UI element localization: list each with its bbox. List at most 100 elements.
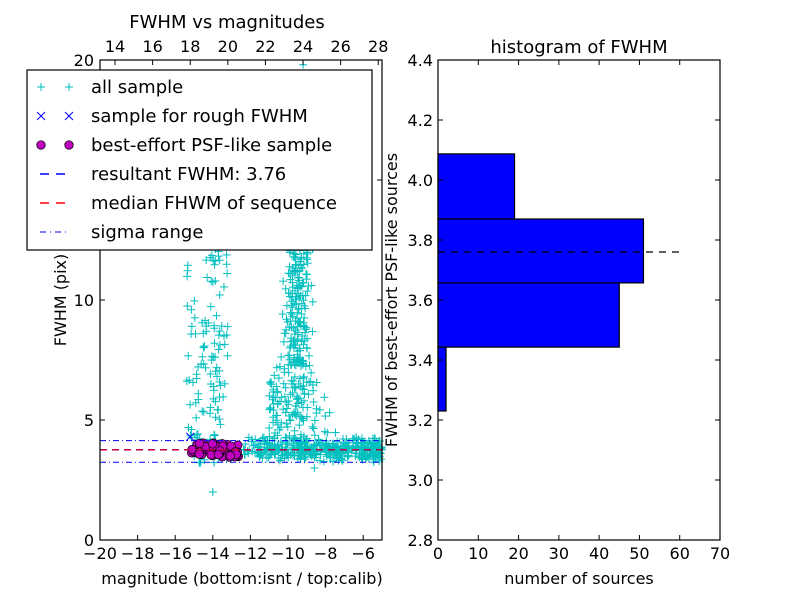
all-sample-point <box>303 403 312 412</box>
all-sample-point <box>287 297 296 306</box>
legend: all sample sample for rough FWHM best-ef… <box>26 69 373 251</box>
all-sample-point <box>308 422 317 431</box>
psf-sample-point <box>225 451 235 461</box>
all-sample-point <box>222 250 231 259</box>
all-sample-point <box>206 302 215 311</box>
top-tick-label: 16 <box>142 37 162 56</box>
all-sample-point <box>298 359 307 368</box>
histogram-title: histogram of FWHM <box>490 37 667 58</box>
histogram-ticks: 0 10 20 30 40 50 60 70 2.8 3.0 3.2 3.4 3.6 3.8 4.0 4.2 4… <box>408 51 731 563</box>
all-sample-point <box>299 374 308 383</box>
all-sample-point <box>295 438 304 447</box>
all-sample-point <box>192 370 201 379</box>
legend-label-rough-sample: sample for rough FWHM <box>91 106 308 127</box>
all-sample-point <box>219 282 228 291</box>
all-sample-point <box>211 257 220 266</box>
all-sample-point <box>272 416 281 425</box>
all-sample-point <box>353 438 362 447</box>
all-sample-point <box>267 380 276 389</box>
all-sample-point <box>265 423 274 432</box>
all-sample-point <box>215 327 224 336</box>
x-tick-label: −16 <box>158 544 192 563</box>
histogram-bars <box>437 153 645 412</box>
all-sample-point <box>371 452 380 461</box>
y-tick-label: 20 <box>74 51 94 70</box>
all-sample-point <box>206 369 215 378</box>
all-sample-point <box>214 405 223 414</box>
all-sample-point <box>190 313 199 322</box>
all-sample-point <box>199 359 208 368</box>
all-sample-point <box>186 400 195 409</box>
legend-label-psf-sample: best-effort PSF-like sample <box>91 135 332 156</box>
all-sample-point <box>300 446 309 455</box>
all-sample-point <box>198 352 207 361</box>
all-sample-point <box>210 321 219 330</box>
all-sample-point <box>219 332 228 341</box>
all-sample-point <box>270 434 279 443</box>
scatter-xlabel: magnitude (bottom:isnt / top:calib) <box>101 569 382 588</box>
top-tick-label: 24 <box>293 37 313 56</box>
all-sample-point <box>292 300 301 309</box>
all-sample-point <box>308 380 317 389</box>
all-sample-point <box>292 395 301 404</box>
y-tick-label: 0 <box>84 531 94 550</box>
all-sample-point <box>301 328 310 337</box>
all-sample-point <box>279 337 288 346</box>
all-sample-point <box>291 317 300 326</box>
all-sample-point <box>289 408 298 417</box>
all-sample-point <box>295 374 304 383</box>
all-sample-point <box>269 444 278 453</box>
all-sample-point <box>337 455 346 464</box>
legend-label-sigma-range: sigma range <box>91 222 203 243</box>
all-sample-point <box>223 269 232 278</box>
all-sample-point <box>190 296 199 305</box>
hist-y-tick-label: 4.0 <box>408 171 433 190</box>
all-sample-point <box>264 453 273 462</box>
all-sample-point <box>265 378 274 387</box>
all-sample-point <box>288 388 297 397</box>
all-sample-point <box>293 455 302 464</box>
all-sample-point <box>207 352 216 361</box>
all-sample-point <box>290 384 299 393</box>
all-sample-point <box>284 351 293 360</box>
legend-label-median-fwhm: median FHWM of sequence <box>91 193 337 214</box>
hist-x-tick-label: 60 <box>670 544 690 563</box>
top-tick-label: 14 <box>105 37 125 56</box>
all-sample-point <box>208 488 217 496</box>
all-sample-point <box>209 256 218 265</box>
all-sample-point <box>186 431 195 440</box>
all-sample-point <box>289 324 298 333</box>
hist-x-tick-label: 70 <box>710 544 730 563</box>
all-sample-point <box>241 440 250 449</box>
all-sample-point <box>309 398 318 407</box>
psf-sample-point <box>194 449 204 459</box>
all-sample-point <box>338 456 347 465</box>
legend-markers <box>36 83 74 233</box>
rough-sample-point <box>185 432 195 442</box>
all-sample-point <box>282 419 291 428</box>
all-sample-point <box>336 442 345 451</box>
all-sample-point <box>325 408 334 417</box>
all-sample-point <box>223 322 232 331</box>
all-sample-point <box>298 414 307 423</box>
all-sample-point <box>300 313 309 322</box>
hist-y-tick-label: 3.2 <box>408 411 433 430</box>
all-sample-point <box>195 458 204 467</box>
legend-box <box>26 69 373 251</box>
all-sample-point <box>303 287 312 296</box>
top-tick-label: 26 <box>330 37 350 56</box>
all-sample-point <box>310 449 319 458</box>
all-sample-point <box>293 347 302 356</box>
all-sample-point <box>247 437 256 446</box>
all-sample-point <box>293 308 302 317</box>
all-sample-point <box>201 363 210 372</box>
legend-marker-plus <box>37 83 73 91</box>
all-sample-point <box>286 360 295 369</box>
all-sample-point <box>294 305 303 314</box>
all-sample-point <box>290 372 299 381</box>
all-sample-point <box>216 381 225 390</box>
all-sample-point <box>331 428 340 437</box>
all-sample-point <box>292 261 301 270</box>
all-sample-point <box>202 256 211 265</box>
all-sample-point <box>211 413 220 422</box>
